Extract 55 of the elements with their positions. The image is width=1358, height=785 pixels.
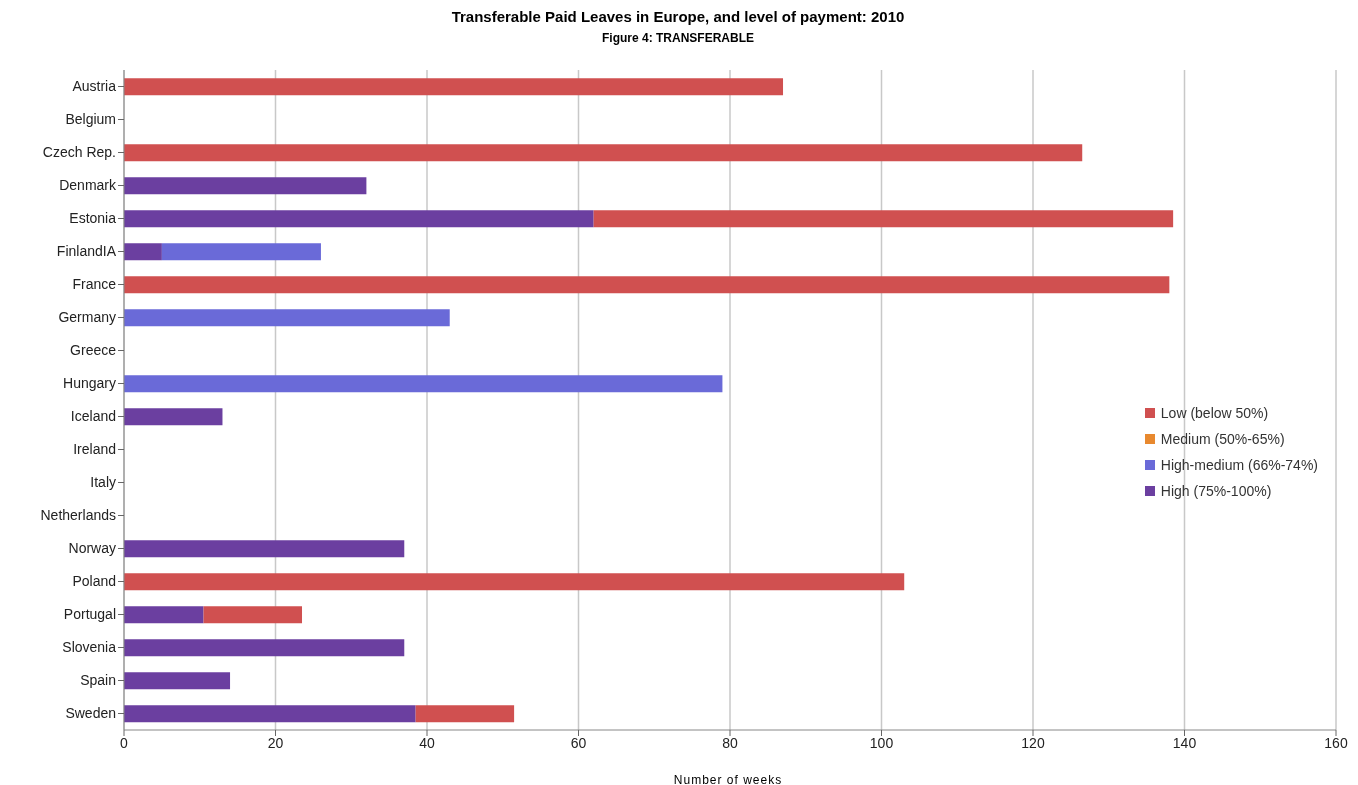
- legend-label: Low (below 50%): [1160, 405, 1269, 421]
- chart-title: Transferable Paid Leaves in Europe, and level of payment: 2010: [450, 8, 906, 25]
- y-tick-label: Austria: [72, 78, 117, 95]
- y-tick-label: Netherlands: [40, 507, 116, 524]
- y-tick-label: Iceland: [70, 408, 116, 425]
- y-tick-label: Germany: [58, 309, 116, 326]
- y-tick-label: Hungary: [63, 375, 116, 392]
- y-tick-label: Italy: [90, 474, 116, 491]
- y-tick-label: Greece: [70, 342, 117, 359]
- bar: [124, 276, 1170, 294]
- bar: [124, 144, 1083, 162]
- legend-label: High (75%-100%): [1160, 483, 1272, 499]
- y-tick-label: Portugal: [63, 606, 116, 623]
- bar: [593, 210, 1174, 228]
- y-tick-label: Poland: [72, 573, 116, 590]
- x-tick-label: 20: [267, 734, 284, 751]
- bar: [124, 540, 405, 558]
- bar: [124, 705, 416, 723]
- x-tick-label: 160: [1324, 734, 1348, 751]
- bar: [161, 243, 321, 261]
- y-tick-label: Spain: [80, 672, 116, 689]
- bar: [124, 639, 405, 657]
- y-tick-label: Ireland: [73, 441, 116, 458]
- bar: [124, 78, 784, 96]
- bar: [124, 408, 223, 426]
- y-tick-label: France: [72, 276, 117, 293]
- y-tick-label: Norway: [68, 540, 116, 557]
- bar: [124, 309, 450, 327]
- legend-label: High-medium (66%-74%): [1160, 457, 1318, 473]
- bar: [124, 375, 723, 393]
- chart-subtitle: Figure 4: TRANSFERABLE: [601, 31, 755, 45]
- bar: [124, 243, 162, 261]
- bar: [124, 573, 905, 591]
- bar: [124, 177, 367, 195]
- x-tick-label: 40: [419, 734, 435, 751]
- x-axis-title: Number of weeks: [672, 773, 784, 785]
- bar: [124, 606, 204, 624]
- y-tick-label: Sweden: [65, 705, 116, 722]
- bar: [203, 606, 303, 624]
- y-tick-label: FinlandIA: [56, 243, 117, 260]
- y-tick-label: Czech Rep.: [42, 144, 116, 161]
- x-tick-label: 120: [1021, 734, 1045, 751]
- bar: [124, 672, 231, 690]
- y-tick-label: Estonia: [69, 210, 117, 227]
- y-tick-label: Belgium: [65, 111, 116, 128]
- x-tick-label: 0: [120, 734, 129, 751]
- y-tick-label: Slovenia: [62, 639, 117, 656]
- bar: [415, 705, 515, 723]
- legend-label: Medium (50%-65%): [1160, 431, 1285, 447]
- bar: [124, 210, 594, 228]
- x-tick-label: 140: [1172, 734, 1197, 751]
- x-tick-label: 80: [722, 734, 738, 751]
- x-tick-label: 100: [869, 734, 894, 751]
- y-tick-label: Denmark: [59, 177, 117, 194]
- x-tick-label: 60: [570, 734, 587, 751]
